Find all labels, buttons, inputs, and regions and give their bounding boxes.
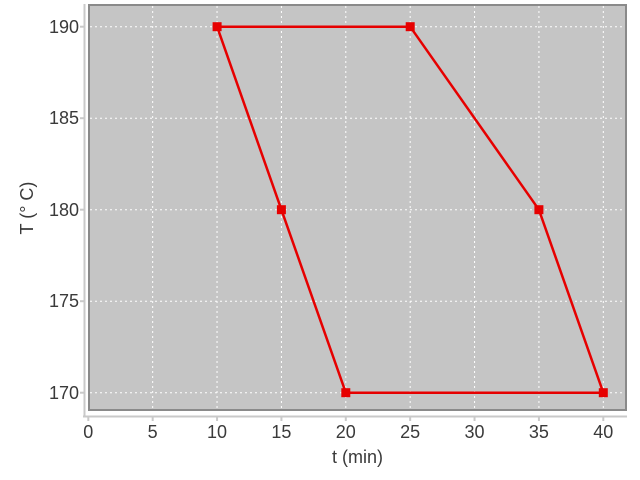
x-tick-label: 5 xyxy=(147,422,158,442)
data-point-marker xyxy=(212,22,222,32)
plot-area xyxy=(88,4,627,411)
x-tick-label: 30 xyxy=(464,422,485,442)
data-point-marker xyxy=(341,388,351,398)
x-axis-title: t (min) xyxy=(332,447,383,467)
x-tick-label: 20 xyxy=(335,422,356,442)
y-tick-label: 175 xyxy=(48,291,79,312)
data-point-marker xyxy=(405,22,415,32)
x-tick-label: 35 xyxy=(528,422,549,442)
y-axis-title: T (° C) xyxy=(17,181,37,235)
data-point-marker xyxy=(598,388,608,398)
data-point-marker xyxy=(534,205,544,215)
y-tick-label: 180 xyxy=(48,199,79,220)
x-tick-label: 40 xyxy=(593,422,614,442)
x-tick-label: 25 xyxy=(400,422,421,442)
data-point-marker xyxy=(276,205,286,215)
y-tick-label: 170 xyxy=(48,382,79,403)
x-tick-label: 0 xyxy=(83,422,94,442)
x-tick-label: 15 xyxy=(271,422,292,442)
y-tick-label: 185 xyxy=(48,108,79,129)
y-tick-label: 190 xyxy=(48,16,79,37)
x-tick-label: 10 xyxy=(207,422,228,442)
